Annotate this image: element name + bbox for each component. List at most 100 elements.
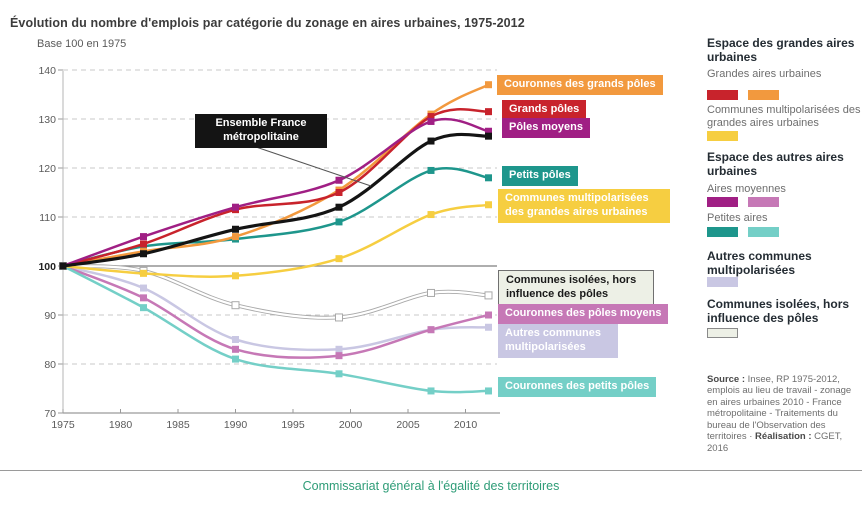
legend-item-label: Grandes aires urbaines [707, 68, 822, 80]
swatch-petits-poles [707, 227, 738, 237]
marker-communes_multipolarisees_gau [335, 255, 343, 263]
marker-couronnes_grands_poles [232, 233, 239, 241]
marker-poles_moyens [232, 203, 239, 211]
marker-poles_moyens [335, 176, 343, 184]
swatch-poles-moyens [707, 197, 738, 207]
marker-poles_moyens [140, 233, 147, 241]
marker-autres_communes_multipolarisees [485, 323, 492, 331]
line-label-autres_communes_multipolarisees: Autres communes multipolarisées [498, 324, 618, 358]
x-tick-label: 1995 [281, 419, 305, 431]
marker-petits_poles [427, 166, 435, 174]
line-chart-plot: 70 80 90 100 110 120 130 140 1975 1980 1985 1990 199… [38, 65, 500, 431]
line-couronnes_petits_poles [62, 264, 489, 394]
y-tick-label: 120 [38, 163, 56, 175]
legend-swatch-row [707, 90, 779, 100]
marker-communes_isolees [427, 288, 435, 297]
marker-communes_isolees [231, 301, 240, 310]
marker-autres_communes_multipolarisees [232, 336, 239, 343]
marker-ensemble [427, 137, 435, 145]
x-tick-label: 2010 [454, 419, 478, 431]
legend-section-title: Espace des autres aires urbaines [707, 150, 844, 178]
x-tick-label: 1990 [224, 419, 248, 431]
x-tick-label: 2005 [396, 419, 420, 431]
legend-section-title: Espace des grandes aires urbaines [707, 36, 855, 64]
line-label-communes_multipolarisees_gau: Communes multipolarisées des grandes air… [498, 189, 670, 223]
legend-swatch-row [707, 197, 779, 207]
line-label-petits_poles: Petits pôles [502, 166, 578, 186]
legend-swatch-row [707, 328, 738, 338]
line-label-communes_isolees: Communes isolées, hors influence des pôl… [498, 270, 654, 306]
marker-couronnes_poles_moyens [140, 294, 147, 302]
marker-autres_communes_multipolarisees [335, 345, 343, 353]
line-label-couronnes_grands_poles: Couronnes des grands pôles [497, 75, 663, 95]
marker-couronnes_poles_moyens [232, 345, 239, 353]
line-communes_isolees-casing [62, 264, 489, 320]
swatch-couronnes-petits-poles [748, 227, 779, 237]
marker-grands_poles [485, 108, 492, 116]
y-tick-label: 70 [44, 408, 56, 420]
legend-section-title: Autres communes multipolarisées [707, 249, 812, 277]
marker-communes_isolees [484, 291, 493, 300]
marker-ensemble [232, 225, 239, 233]
marker-poles_moyens [485, 127, 492, 135]
marker-petits_poles [335, 218, 343, 226]
y-axis-note: Base 100 en 1975 [37, 38, 127, 50]
x-tick-label: 2000 [339, 419, 363, 431]
swatch-couronnes-poles-moyens [748, 197, 779, 207]
y-tick-label: 140 [38, 65, 56, 77]
marker-couronnes_petits_poles [485, 387, 492, 395]
marker-petits_poles [485, 174, 492, 182]
marker-ensemble [335, 203, 343, 211]
marker-couronnes_petits_poles [335, 370, 343, 378]
swatch-communes-multipolarisees-gau [707, 131, 738, 141]
legend-swatch-row [707, 131, 738, 141]
marker-ensemble [485, 132, 492, 140]
x-tick-label: 1985 [166, 419, 190, 431]
marker-couronnes_petits_poles [232, 355, 239, 363]
marker-couronnes_poles_moyens [485, 311, 492, 319]
x-tick-label: 1980 [109, 419, 133, 431]
legend-item-label: Petites aires [707, 212, 768, 224]
source-note: Source : Insee, RP 1975-2012, emplois au… [707, 373, 852, 454]
line-label-couronnes_poles_moyens: Couronnes des pôles moyens [498, 304, 669, 324]
marker-grands_poles [427, 113, 435, 121]
chart-title: Évolution du nombre d'emplois par catégo… [10, 16, 525, 31]
legend-swatch-row [707, 277, 738, 287]
line-label-couronnes_petits_poles: Couronnes des petits pôles [498, 377, 657, 397]
marker-couronnes_grands_poles [485, 81, 492, 89]
marker-communes_multipolarisees_gau [427, 211, 435, 219]
marker-ensemble [140, 250, 147, 258]
legend-section-title: Communes isolées, hors influence des pôl… [707, 297, 850, 325]
marker-autres_communes_multipolarisees [140, 284, 147, 292]
marker-communes_multipolarisees_gau [140, 269, 147, 277]
y-tick-label: 90 [44, 310, 56, 322]
marker-communes_multipolarisees_gau [485, 201, 492, 209]
line-label-grands_poles: Grands pôles [502, 100, 587, 120]
line-label-poles_moyens: Pôles moyens [502, 118, 590, 138]
realisation-label: Réalisation : [755, 431, 812, 442]
y-tick-label: 80 [44, 359, 56, 371]
swatch-communes-isolees [707, 328, 738, 338]
line-label-ensemble: Ensemble France métropolitaine [195, 114, 327, 148]
marker-couronnes_poles_moyens [427, 326, 435, 334]
ensemble-leader-line [252, 145, 372, 187]
legend-swatch-row [707, 227, 779, 237]
legend-item-label: Aires moyennes [707, 183, 786, 195]
y-tick-label: 130 [38, 114, 56, 126]
line-communes_isolees [62, 264, 489, 319]
footer-organization: Commissariat général à l'égalité des ter… [302, 479, 560, 493]
swatch-grands-poles [707, 90, 738, 100]
swatch-couronnes-grands-poles [748, 90, 779, 100]
marker-grands_poles [140, 240, 147, 248]
marker-grands_poles [335, 189, 343, 196]
footer-divider [0, 470, 862, 471]
line-couronnes_grands_poles [62, 83, 490, 268]
x-tick-label: 1975 [51, 419, 75, 431]
source-label: Source : [707, 373, 746, 385]
marker-ensemble [59, 262, 67, 270]
marker-couronnes_petits_poles [427, 387, 435, 395]
y-tick-label: 100 [38, 261, 56, 273]
marker-communes_multipolarisees_gau [232, 272, 239, 280]
marker-poles_moyens [427, 117, 435, 125]
